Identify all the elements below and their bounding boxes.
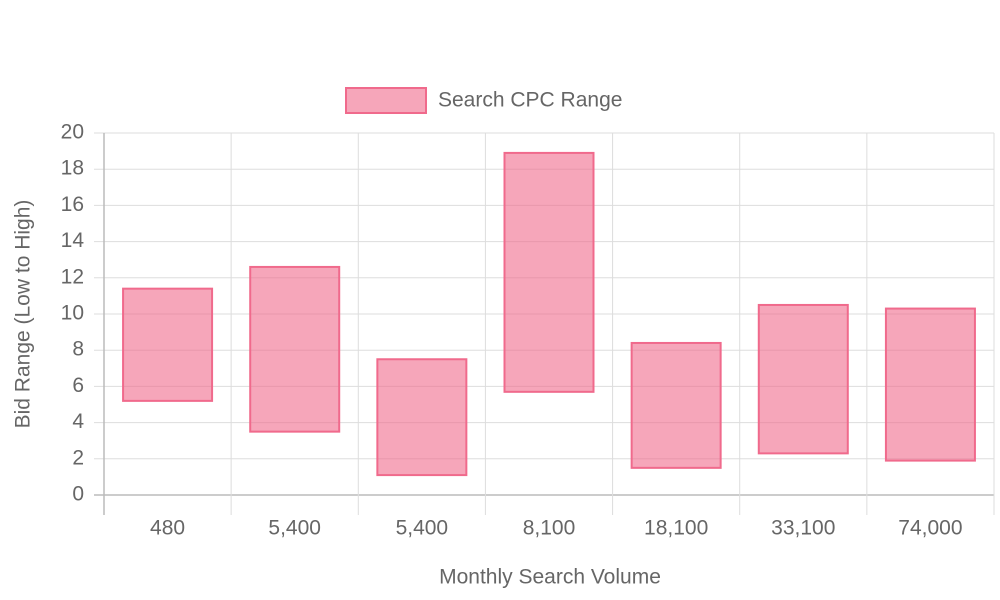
legend-label: Search CPC Range [438,89,622,112]
x-tick-label: 74,000 [898,517,962,540]
bar [503,151,595,393]
bar [122,287,214,402]
y-tick-label: 0 [72,483,84,506]
y-tick-label: 10 [61,302,84,325]
bar [884,307,976,462]
y-axis-title: Bid Range (Low to High) [12,200,35,429]
x-tick-label: 480 [150,517,185,540]
y-tick-label: 6 [72,374,84,397]
bar [376,358,468,477]
y-tick-label: 16 [61,193,84,216]
x-tick-label: 5,400 [396,517,449,540]
x-tick-label: 33,100 [771,517,835,540]
bar [757,303,849,455]
y-tick-label: 14 [61,229,85,252]
x-tick-label: 18,100 [644,517,708,540]
y-tick-label: 12 [61,265,84,288]
x-axis-title: Monthly Search Volume [439,566,661,589]
bar [249,265,341,433]
y-tick-label: 18 [61,157,84,180]
legend-swatch [345,87,427,114]
y-tick-label: 20 [61,121,84,144]
y-tick-label: 2 [72,446,84,469]
x-tick-label: 5,400 [268,517,321,540]
bar [630,341,722,469]
y-tick-label: 4 [72,410,84,433]
y-tick-label: 8 [72,338,84,361]
x-tick-label: 8,100 [523,517,576,540]
